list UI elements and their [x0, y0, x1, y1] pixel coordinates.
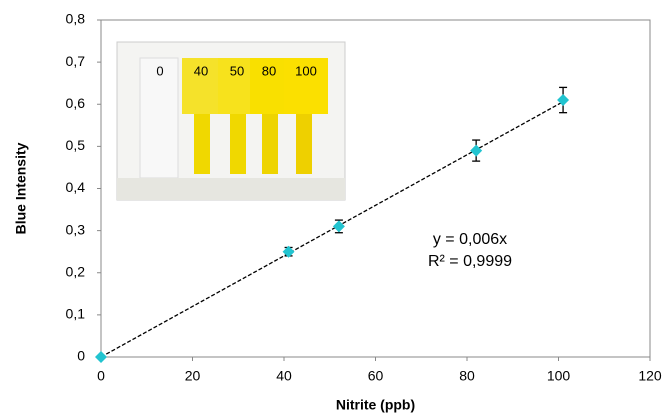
- trendline: [100, 101, 564, 358]
- y-tick-label: 0,5: [66, 137, 86, 153]
- y-tick-label: 0,6: [66, 95, 86, 111]
- x-tick-label: 60: [368, 368, 384, 384]
- x-tick-label: 100: [547, 368, 571, 384]
- point: [557, 94, 570, 107]
- y-tick-label: 0,2: [66, 263, 86, 279]
- y-tick-label: 0,1: [66, 306, 86, 322]
- trendline-r2: R² = 0,9999: [428, 253, 512, 270]
- y-tick-label: 0,3: [66, 221, 86, 237]
- inset-label: 80: [262, 63, 276, 78]
- inset-label: 50: [230, 63, 244, 78]
- inset-label: 100: [295, 63, 317, 78]
- x-tick-label: 40: [276, 368, 292, 384]
- x-tick-label: 80: [459, 368, 475, 384]
- point: [470, 144, 483, 157]
- trendline-equation: y = 0,006x: [433, 231, 507, 248]
- y-tick-label: 0,8: [66, 11, 86, 27]
- y-tick-label: 0,7: [66, 53, 86, 69]
- inset-photo: [116, 41, 346, 201]
- point: [95, 351, 107, 363]
- y-tick-label: 0,4: [66, 179, 86, 195]
- x-axis-title: Nitrite (ppb): [336, 397, 415, 413]
- x-tick-label: 20: [185, 368, 201, 384]
- inset-label: 40: [194, 63, 208, 78]
- x-tick-label: 120: [638, 368, 662, 384]
- point: [282, 245, 295, 258]
- inset-label: 0: [156, 63, 163, 78]
- y-tick-label: 0: [77, 348, 85, 364]
- x-tick-label: 0: [97, 368, 105, 384]
- y-axis-title: Blue Intensity: [13, 142, 29, 234]
- point: [332, 220, 345, 233]
